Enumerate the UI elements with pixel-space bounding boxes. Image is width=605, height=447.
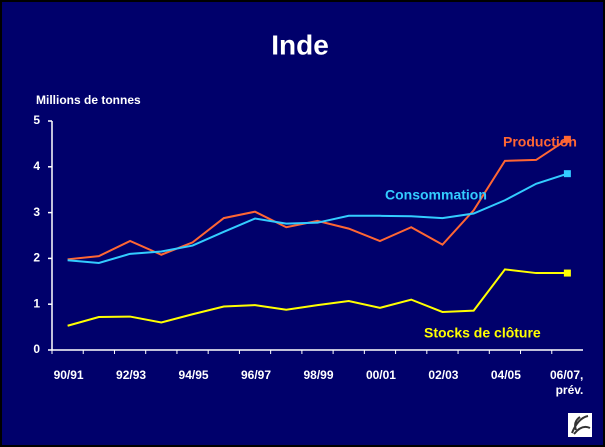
series-label: Consommation: [385, 187, 487, 203]
logo: [568, 413, 592, 437]
logo-mark: [571, 415, 591, 435]
series-line: [67, 138, 568, 261]
series-line: [67, 172, 568, 264]
x-tick-label: 94/95: [178, 368, 209, 382]
x-tick-label: 00/01: [365, 368, 396, 382]
x-tick-label: 02/03: [428, 368, 459, 382]
logo-box: [568, 413, 592, 437]
x-tick-label: 92/93: [116, 368, 147, 382]
y-tick-label: 5: [33, 113, 40, 127]
x-tick-label: 06/07, prév.: [550, 368, 584, 397]
x-tick-label: 96/97: [240, 368, 272, 382]
x-tick-label: 90/91: [53, 368, 84, 382]
x-tick-label: 04/05: [490, 368, 521, 382]
y-tick-label: 0: [33, 342, 40, 356]
end-marker: [563, 269, 571, 277]
series-line: [67, 268, 568, 327]
series-label: Production: [503, 134, 577, 150]
y-tick-label: 2: [33, 251, 40, 265]
chart-title: Inde: [271, 29, 329, 60]
end-marker: [563, 170, 571, 178]
series-label: Stocks de clôture: [424, 325, 541, 341]
y-tick-label: 4: [33, 159, 40, 173]
x-tick-label: 98/99: [303, 368, 334, 382]
y-tick-label: 1: [33, 296, 40, 310]
y-tick-label: 3: [33, 205, 40, 219]
y-axis-label: Millions de tonnes: [36, 93, 141, 107]
end-marker: [563, 135, 571, 143]
